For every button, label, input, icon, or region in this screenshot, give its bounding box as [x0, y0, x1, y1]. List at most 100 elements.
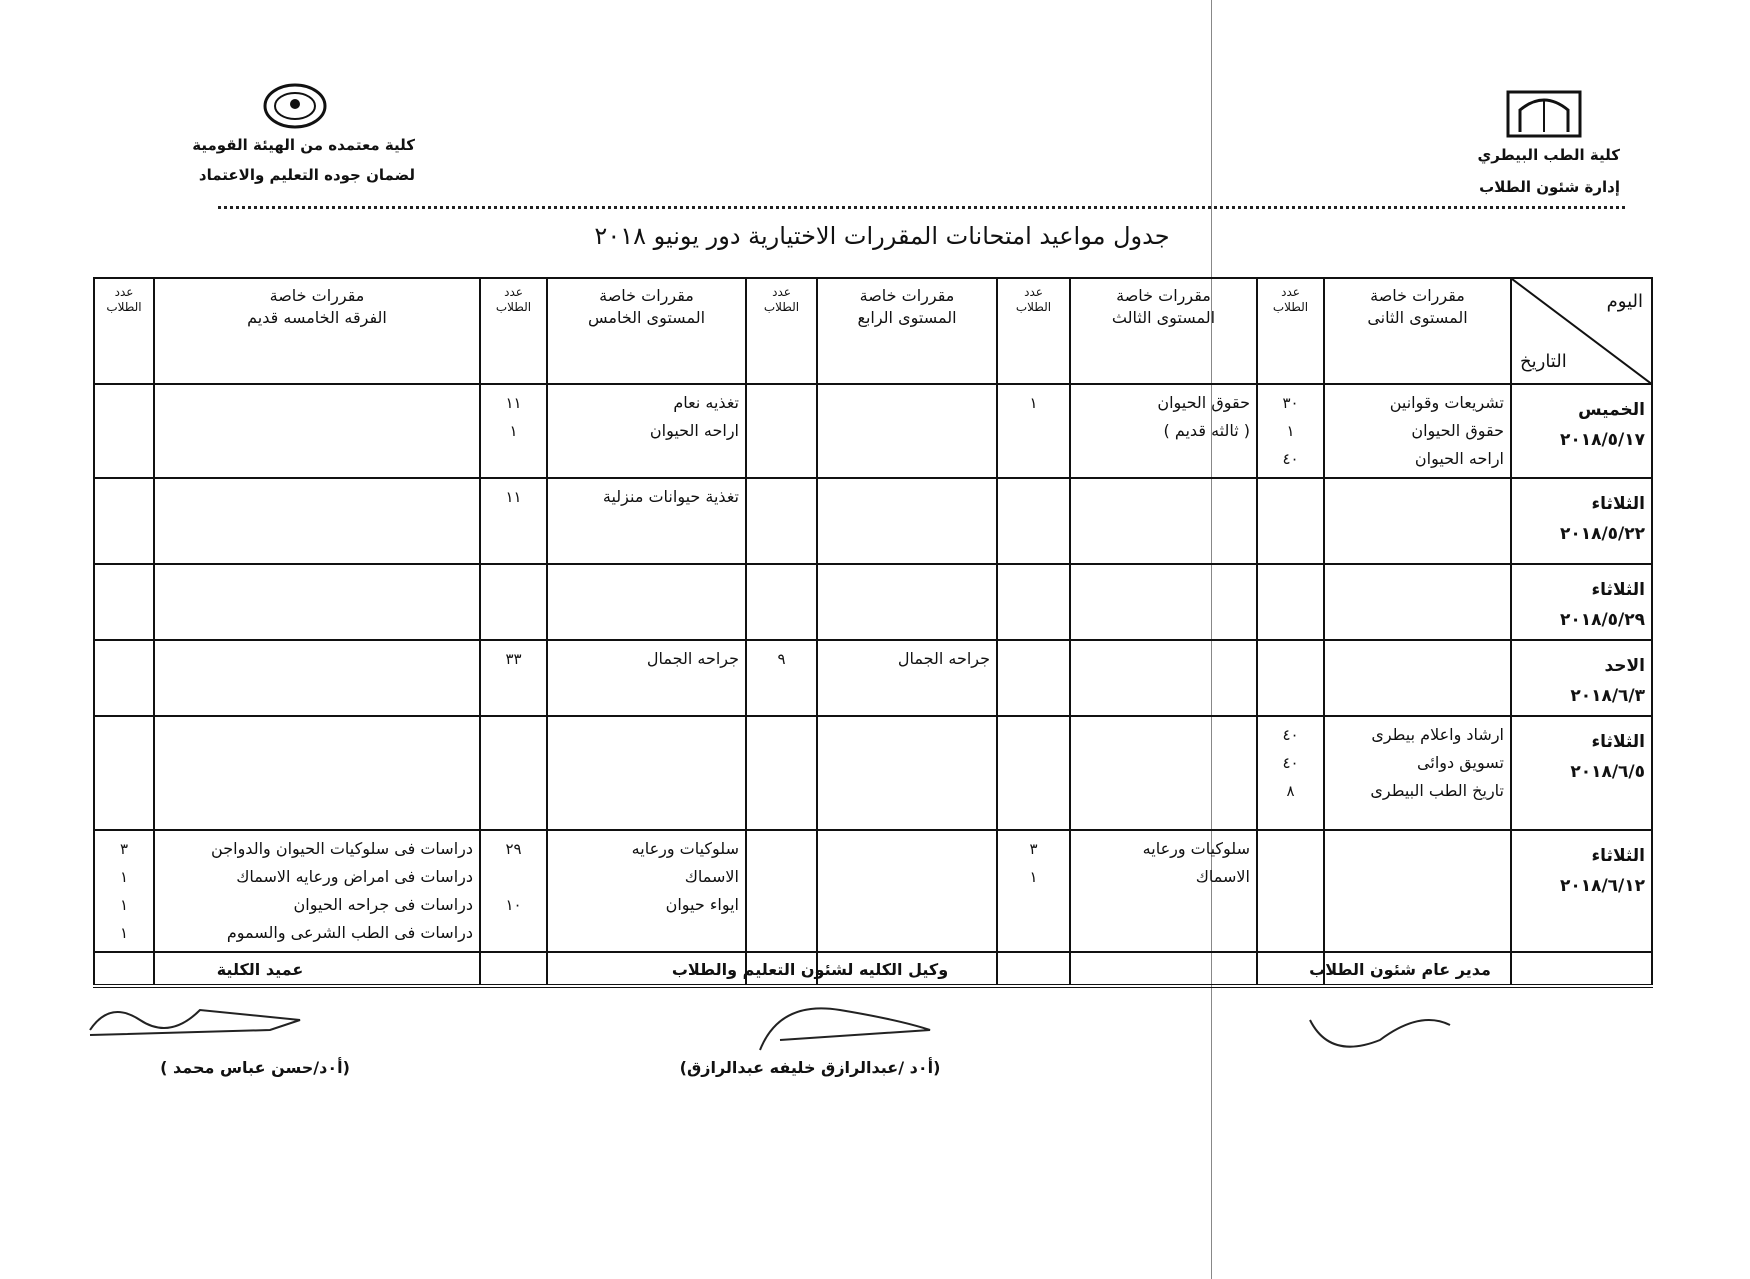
course-cell: دراسات فى سلوكيات الحيوان والدواجن دراسات… [153, 829, 481, 953]
course-cell [153, 563, 481, 641]
cell-line: جراحه الجمال [897, 649, 990, 668]
course-cell [546, 715, 747, 831]
course-cell [1323, 477, 1512, 565]
count-header: عدد الطلاب [996, 277, 1071, 385]
header-line: إدارة شئون الطلاب [1479, 178, 1620, 196]
count-cell [93, 477, 155, 565]
cell-line: ٨ [1286, 782, 1295, 800]
faculty-logo [1506, 90, 1582, 138]
course-cell [1069, 563, 1258, 641]
course-cell [816, 477, 998, 565]
header-line: مقررات خاصة [1370, 286, 1465, 305]
accreditation-logo [263, 83, 327, 129]
course-header: مقررات خاصة المستوى الثالث [1069, 277, 1258, 385]
header-line: المستوى الخامس [587, 308, 706, 327]
date-cell: الثلاثاء ٢٠١٨/٥/٢٢ [1510, 477, 1653, 565]
cell-line: سلوكيات ورعايه [1142, 839, 1250, 858]
header-line: مقررات خاصة [859, 286, 955, 305]
count-header: عدد الطلاب [1256, 277, 1325, 385]
signature-title: وكيل الكليه لشئون التعليم والطلاب [671, 960, 949, 979]
cell-line [487, 863, 540, 891]
course-cell [816, 383, 998, 479]
count-header: عدد الطلاب [479, 277, 548, 385]
course-cell: جراحه الجمال [816, 639, 998, 717]
date-cell: الثلاثاء ٢٠١٨/٦/١٢ [1510, 829, 1653, 953]
header-line: عدد [772, 285, 791, 299]
cell-line: ١ [119, 868, 129, 886]
date: ٢٠١٨/٥/٢٩ [1559, 610, 1645, 630]
cell-line: جراحه الجمال [646, 649, 739, 668]
signatures-ink [89, 1007, 1451, 1051]
cell-line: ١ [119, 924, 129, 942]
course-cell: تغذية حيوانات منزلية [546, 477, 747, 565]
empty-cell [745, 951, 818, 988]
header-line: الطلاب [495, 300, 532, 314]
header-line: مقررات خاصة [599, 286, 694, 305]
cell-line: دراسات فى سلوكيات الحيوان والدواجن [211, 839, 473, 858]
cell-line: ارشاد واعلام بيطرى [1371, 725, 1504, 744]
date-cell: الاحد ٢٠١٨/٦/٣ [1510, 639, 1653, 717]
count-cell [1256, 639, 1325, 717]
count-cell: ١١ ١ [479, 383, 548, 479]
count-cell [996, 715, 1071, 831]
cell-line: دراسات فى امراض ورعايه الاسماك [236, 867, 473, 886]
count-cell [745, 563, 818, 641]
corner-cell: اليوم التاريخ [1510, 277, 1653, 385]
day-label: اليوم [1606, 291, 1643, 312]
cell-line: ١١ [505, 394, 522, 412]
cell-line: ١ [1286, 422, 1295, 440]
header-line: الطلاب [1272, 300, 1309, 314]
cell-line: دراسات فى جراحه الحيوان [293, 895, 473, 914]
count-cell [1256, 563, 1325, 641]
date-cell: الثلاثاء ٢٠١٨/٦/٥ [1510, 715, 1653, 831]
count-cell [479, 563, 548, 641]
document-title: جدول مواعيد امتحانات المقررات الاختيارية… [594, 222, 1170, 250]
header-left: كلية معتمده من الهيئة القومية لضمان جوده… [192, 136, 415, 184]
header-line: الطلاب [106, 300, 142, 314]
count-cell [745, 829, 818, 953]
count-cell: ٢٩ ١٠ [479, 829, 548, 953]
count-cell [1256, 829, 1325, 953]
cell-line: ٣٣ [505, 650, 522, 668]
course-cell [1069, 639, 1258, 717]
header-line: كلية الطب البيطري [1477, 146, 1621, 164]
cell-line: ١ [1029, 394, 1038, 412]
cell-line: ٣٠ [1282, 394, 1299, 412]
cell-line: ٤٠ [1282, 754, 1299, 772]
empty-cell [1069, 951, 1258, 988]
header-line: الطلاب [763, 300, 800, 314]
empty-cell [1256, 951, 1325, 988]
schedule-row: الثلاثاء ٢٠١٨/٦/٥ ارشاد واعلام بيطرى تسويق … [93, 715, 1653, 831]
cell-line: ٣ [119, 840, 129, 858]
count-header: عدد الطلاب [745, 277, 818, 385]
date: ٢٠١٨/٦/٣ [1570, 686, 1645, 706]
day: الثلاثاء [1591, 846, 1645, 866]
cell-line: ٤٠ [1282, 726, 1299, 744]
signature-title: عميد الكلية [216, 960, 304, 979]
date-cell: الخميس ٢٠١٨/٥/١٧ [1510, 383, 1653, 479]
header-line: المستوى الثالث [1111, 308, 1216, 327]
count-cell [1256, 477, 1325, 565]
header-right: كلية الطب البيطري إدارة شئون الطلاب [1478, 146, 1621, 196]
cell-line: ١ [509, 422, 518, 440]
header-line: مقررات خاصة [269, 286, 365, 305]
course-cell: سلوكيات ورعايه الاسماك [1069, 829, 1258, 953]
count-cell [996, 563, 1071, 641]
cell-line: حقوق الحيوان [1157, 393, 1250, 412]
header-line: عدد [1024, 285, 1043, 299]
cell-line: ١٠ [505, 896, 522, 914]
day: الثلاثاء [1591, 732, 1645, 752]
count-cell: ١١ [479, 477, 548, 565]
empty-cell [1510, 951, 1653, 988]
header-line: الفرقه الخامسه قديم [247, 308, 387, 327]
date-cell: الثلاثاء ٢٠١٨/٥/٢٩ [1510, 563, 1653, 641]
count-cell [93, 563, 155, 641]
header-row: اليوم التاريخ مقررات خاصة المستوى الثانى عدد… [93, 277, 1653, 385]
date-label: التاريخ [1520, 351, 1567, 372]
header-line: المستوى الرابع [857, 308, 957, 327]
count-cell [479, 715, 548, 831]
course-header: مقررات خاصة الفرقه الخامسه قديم [153, 277, 481, 385]
course-cell: حقوق الحيوان ( ثالثه قديم ) [1069, 383, 1258, 479]
schedule-row: الثلاثاء ٢٠١٨/٦/١٢ سلوكيات ورعايه الاسماك ٣ ١… [93, 829, 1653, 953]
